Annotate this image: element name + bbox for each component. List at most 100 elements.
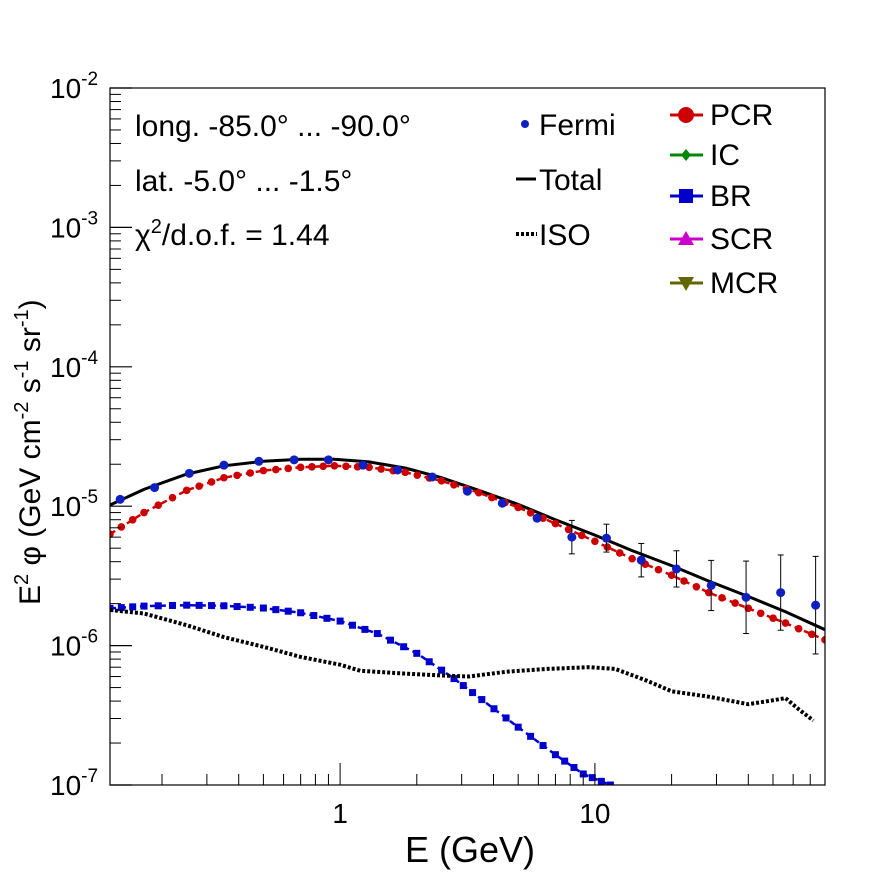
- series-br-marker: [459, 682, 467, 690]
- x-tick-label: 1: [332, 798, 348, 829]
- fermi-point: [671, 564, 681, 574]
- fermi-point: [393, 465, 403, 475]
- series-pcr-marker: [603, 543, 612, 551]
- series-br-marker: [469, 689, 477, 697]
- series-pcr-marker: [437, 477, 446, 485]
- series-br-marker: [490, 705, 498, 713]
- series-br-marker: [272, 606, 280, 614]
- fermi-point: [254, 456, 264, 466]
- fermi-point: [150, 483, 160, 493]
- series-pcr-marker: [514, 503, 522, 512]
- y-tick-label: 10-4: [50, 348, 98, 383]
- series-br-marker: [349, 621, 357, 629]
- fermi-point: [219, 460, 229, 470]
- series-pcr-marker: [272, 465, 280, 474]
- series-br-marker: [168, 601, 176, 609]
- series-br-marker: [579, 770, 587, 778]
- fermi-point: [601, 533, 611, 543]
- series-pcr-marker: [731, 599, 739, 607]
- plot-frame: [109, 87, 826, 786]
- series-pcr-marker: [259, 466, 268, 475]
- fermi-point: [532, 513, 542, 523]
- series-pcr-marker: [667, 571, 676, 579]
- series-br-marker: [386, 636, 394, 644]
- legend-br-marker: [679, 189, 693, 203]
- y-tick-label: 10-3: [50, 208, 98, 243]
- y-tick-label: 10-7: [50, 766, 98, 801]
- y-axis-title: E2 φ (GeV cm-2 s-1 sr-1): [11, 299, 47, 605]
- series-br-marker: [297, 609, 305, 617]
- series-pcr-marker: [220, 473, 228, 482]
- series-pcr-marker: [154, 501, 163, 509]
- fermi-point: [427, 472, 437, 482]
- legend-mcr-marker: [678, 277, 694, 291]
- series-br-marker: [323, 614, 331, 622]
- annotation-latitude: lat. -5.0° ... -1.5°: [135, 165, 352, 198]
- series-pcr-marker: [342, 462, 350, 471]
- series-br-marker: [154, 602, 162, 610]
- legend-ic-marker: [681, 149, 691, 161]
- series-pcr-marker: [692, 582, 701, 591]
- series-pcr-marker: [401, 468, 409, 477]
- series-br-marker: [539, 742, 547, 750]
- y-tick-label: 10-6: [50, 627, 98, 662]
- series-pcr-marker: [526, 509, 535, 517]
- series-pcr-marker: [284, 464, 293, 473]
- series-pcr-marker: [128, 515, 137, 524]
- series-br-marker: [259, 604, 267, 612]
- series-pcr-marker: [564, 525, 573, 534]
- series-br-marker: [220, 602, 228, 610]
- fermi-point: [323, 455, 333, 465]
- series-pcr-line: [110, 464, 825, 641]
- y-tick-label: 10-2: [50, 69, 98, 104]
- series-br-marker: [561, 757, 569, 765]
- y-tick-label: 10-5: [50, 487, 98, 522]
- legend-pcr-label: PCR: [710, 99, 773, 132]
- series-br-marker: [438, 666, 446, 674]
- series-br-marker: [129, 603, 137, 611]
- fermi-point: [289, 455, 299, 465]
- series-pcr-marker: [296, 463, 305, 472]
- series-br-marker: [450, 675, 458, 683]
- series-pcr-marker: [551, 519, 560, 528]
- legend-scr-marker: [678, 231, 694, 245]
- fermi-point: [811, 600, 821, 610]
- series-pcr-marker: [756, 609, 765, 618]
- fermi-point: [115, 494, 125, 504]
- legend-scr-label: SCR: [710, 223, 773, 256]
- series-pcr-marker: [319, 462, 327, 471]
- legend-br-label: BR: [710, 180, 752, 213]
- series-pcr-marker: [168, 493, 177, 502]
- legend-iso-label: ISO: [539, 219, 591, 252]
- annotation-longitude: long. -85.0° ... -90.0°: [135, 110, 411, 143]
- series-br-marker: [117, 604, 125, 612]
- series-pcr-marker: [821, 636, 825, 644]
- series-pcr-marker: [488, 493, 496, 502]
- series-pcr-marker: [413, 471, 422, 479]
- series-pcr-marker: [308, 463, 316, 471]
- series-br-marker: [400, 643, 408, 651]
- series-br-marker: [373, 630, 381, 638]
- fermi-point: [567, 532, 577, 542]
- series-pcr-marker: [140, 508, 148, 517]
- fermi-point: [776, 588, 786, 598]
- series-pcr-marker: [246, 469, 255, 477]
- series-pcr-marker: [769, 614, 777, 622]
- series-br-marker: [361, 625, 369, 633]
- series-br-marker: [413, 649, 421, 657]
- series-br-marker: [246, 603, 254, 611]
- legend-mcr-label: MCR: [710, 267, 778, 300]
- fermi-points-layer: [115, 455, 821, 655]
- series-br-marker: [233, 603, 241, 611]
- series-br-marker: [284, 607, 292, 615]
- series-pcr-marker: [615, 549, 624, 557]
- series-pcr-marker: [680, 577, 688, 585]
- axis-layer: 10-7 10-6 10-5 10-4 10-3 10-2 1 10: [50, 69, 826, 829]
- series-br-line: [110, 603, 611, 785]
- series-br-marker: [527, 732, 535, 740]
- series-pcr-marker: [110, 530, 114, 538]
- series-layer: [110, 457, 825, 785]
- legend-right: PCR IC BR SCR MCR: [670, 99, 778, 300]
- series-br-marker: [336, 617, 344, 625]
